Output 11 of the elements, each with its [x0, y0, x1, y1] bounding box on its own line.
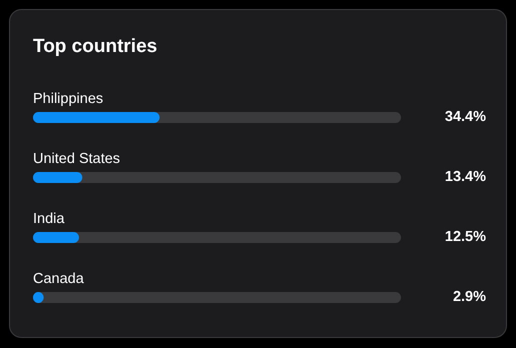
y-tick-label: India — [33, 211, 66, 227]
data-label: 13.4% — [444, 169, 486, 185]
data-label: 12.5% — [444, 229, 486, 245]
data-label: 34.4% — [444, 109, 486, 125]
chart-title: Top countries — [33, 36, 158, 57]
y-tick-label: United States — [33, 151, 120, 167]
bar — [33, 232, 79, 243]
y-tick-label: Canada — [33, 271, 85, 287]
bar — [33, 172, 82, 183]
y-tick-label: Philippines — [33, 91, 104, 107]
data-label: 2.9% — [452, 289, 486, 305]
